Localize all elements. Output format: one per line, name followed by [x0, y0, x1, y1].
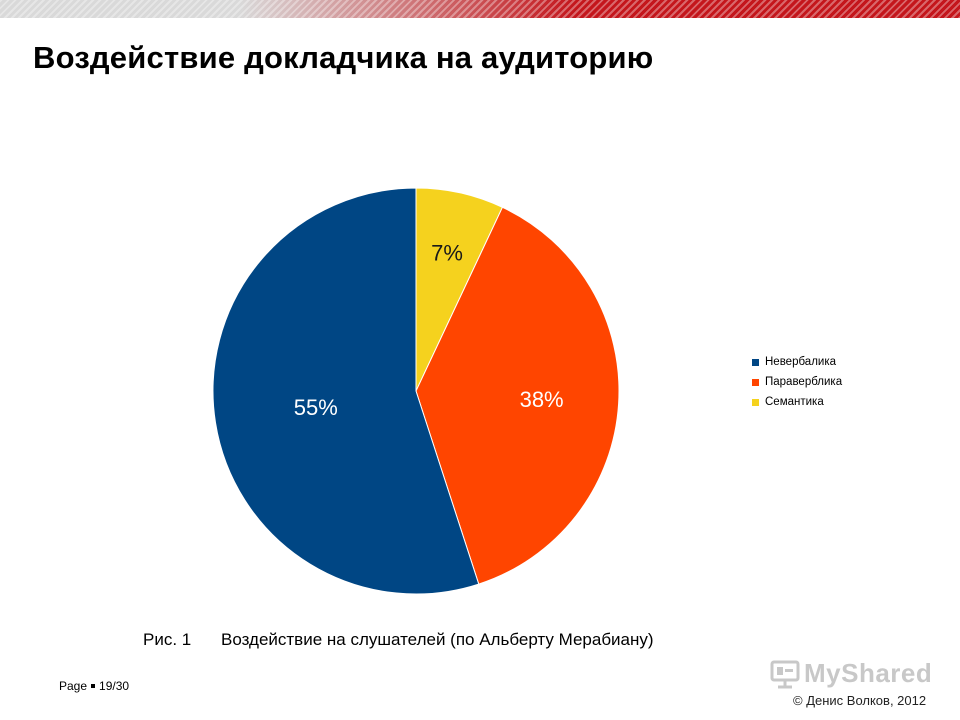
caption-figure-number: Рис. 1: [143, 630, 192, 649]
top-decor-band: [0, 0, 960, 18]
myshared-logo: MyShared: [770, 658, 932, 689]
page-label: Page: [59, 679, 88, 693]
legend-item-semantic: Семантика: [752, 392, 842, 412]
legend-item-nonverbal: Невербалика: [752, 352, 842, 372]
legend-swatch: [752, 398, 759, 406]
legend-swatch: [752, 358, 759, 366]
top-band-hatch: [0, 0, 960, 18]
legend-label: Невербалика: [765, 356, 837, 368]
presentation-icon: [770, 660, 800, 688]
page-indicator: Page 19/30: [59, 679, 129, 693]
page-number: 19/30: [99, 679, 130, 693]
legend-label: Семантика: [765, 396, 824, 408]
pie-label-semantic: 7%: [431, 240, 463, 265]
pie-slice-nonverbal: [212, 187, 480, 595]
slide-title: Воздействие докладчика на аудиторию: [33, 40, 654, 75]
legend-item-paraverbal: Параверблика: [752, 372, 842, 392]
pie-label-paraverbal: 38%: [520, 387, 564, 412]
chart-legend: Невербалика Параверблика Семантика: [752, 352, 842, 412]
legend-label: Параверблика: [765, 376, 843, 388]
pie-label-nonverbal: 55%: [294, 395, 338, 420]
pie-slice-paraverbal: [415, 206, 620, 585]
figure-caption: Рис. 1 Воздействие на слушателей (по Альб…: [143, 630, 654, 650]
caption-text: Воздействие на слушателей (по Альберту М…: [221, 630, 654, 649]
legend-swatch: [752, 378, 759, 386]
logo-text: MyShared: [804, 658, 933, 688]
page-bullet: [91, 683, 96, 688]
copyright: © Денис Волков, 2012: [793, 693, 927, 708]
